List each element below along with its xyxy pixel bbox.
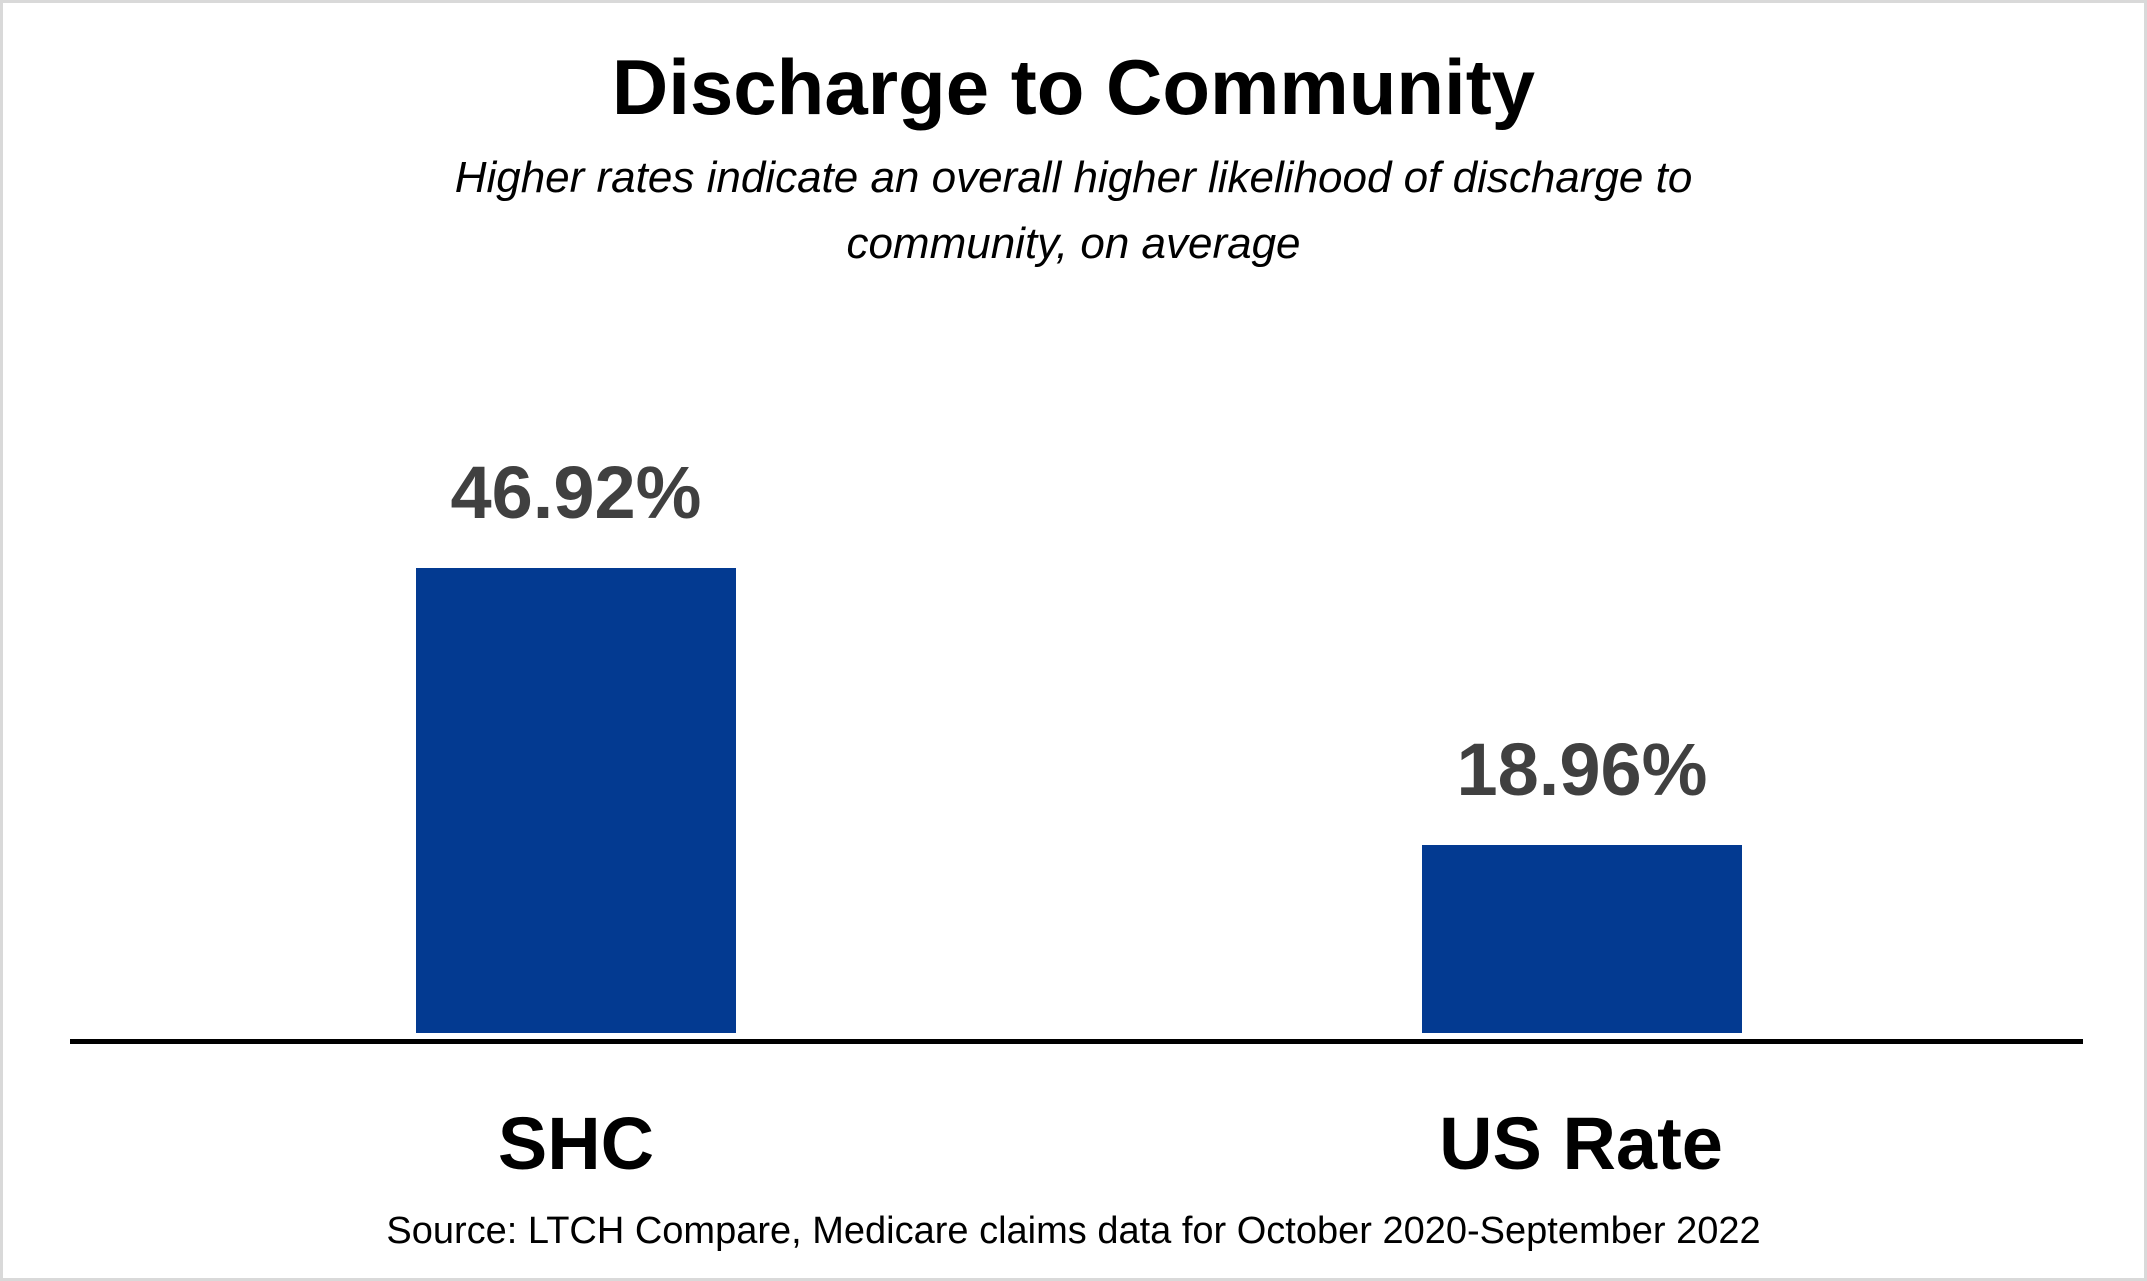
x-axis-line bbox=[70, 1039, 2083, 1044]
bar-group-shc: 46.92% bbox=[416, 456, 736, 1033]
chart-subtitle: Higher rates indicate an overall higher … bbox=[3, 145, 2144, 277]
category-label-us-rate: US Rate bbox=[1439, 1102, 1723, 1185]
source-note: Source: LTCH Compare, Medicare claims da… bbox=[386, 1210, 1761, 1252]
plot-area: 46.92% 18.96% SHC US Rate bbox=[3, 3, 2144, 1278]
bar-shc bbox=[416, 568, 736, 1033]
chart-subtitle-line-2: community, on average bbox=[846, 219, 1301, 268]
bar-group-us-rate: 18.96% bbox=[1422, 733, 1742, 1033]
bar-value-label-shc: 46.92% bbox=[450, 451, 702, 534]
chart-subtitle-line-1: Higher rates indicate an overall higher … bbox=[454, 153, 1693, 202]
bar-value-label-us-rate: 18.96% bbox=[1456, 728, 1708, 811]
chart-title: Discharge to Community bbox=[611, 43, 1536, 131]
category-label-shc: SHC bbox=[497, 1102, 655, 1185]
bar-us-rate bbox=[1422, 845, 1742, 1033]
